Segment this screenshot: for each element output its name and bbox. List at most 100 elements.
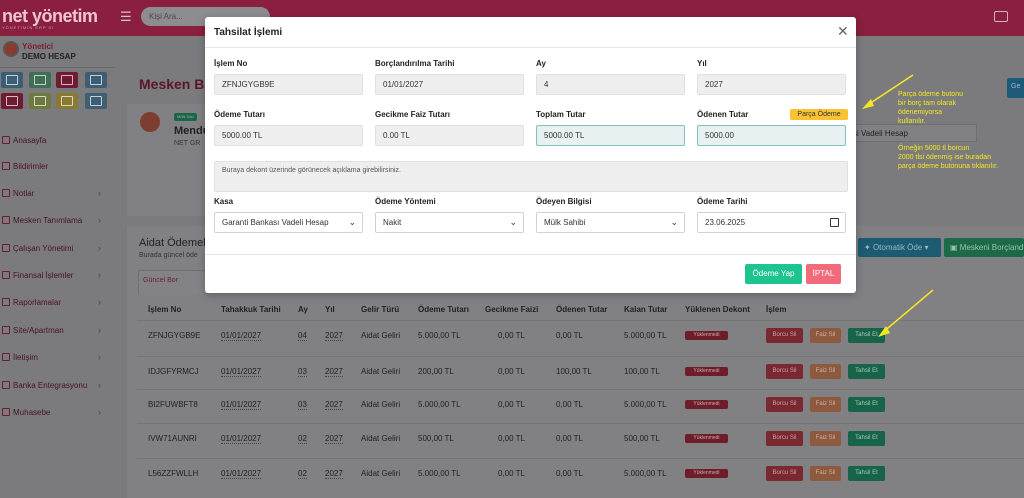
quick-money-icon[interactable] [56, 72, 78, 88]
kasa-select[interactable]: Garanti Bankası Vadeli Hesap ⌄ [214, 212, 363, 233]
chevron-down-icon: ⌄ [670, 217, 678, 227]
close-icon[interactable]: ✕ [837, 23, 849, 39]
sidebar-item-finansal-islemler[interactable]: Finansal İşlemler › [0, 263, 114, 289]
user-box[interactable]: Yönetici DEMO HESAP [0, 36, 114, 68]
borcu-sil-button[interactable]: Borcu Sil [766, 397, 803, 412]
tahsil-et-button[interactable]: Tahsil Et [848, 397, 885, 412]
table-cell: 0,00 TL [556, 469, 583, 478]
borcu-sil-button[interactable]: Borcu Sil [766, 466, 803, 481]
toplam-tutar-field[interactable]: 5000.00 TL [536, 125, 685, 146]
hamburger-menu-icon[interactable]: ☰ [120, 9, 132, 24]
faiz-sil-button[interactable]: Faiz Sil [810, 466, 841, 481]
odenen-tutar-input[interactable]: 5000.00 [697, 125, 846, 146]
cell-gelir: Aidat Geliri [361, 367, 401, 376]
cell-gelir: Aidat Geliri [361, 400, 401, 409]
description-textarea[interactable]: Buraya dekont üzerinde görünecek açıklam… [214, 161, 848, 192]
table-cell: 0,00 TL [498, 331, 525, 340]
cell-odenen: 0,00 TL [556, 400, 583, 409]
cell-kalan: 5.000,00 TL [624, 331, 667, 340]
table-cell: 5.000,00 TL [418, 331, 461, 340]
avatar [3, 41, 19, 57]
odeme-yap-button[interactable]: Ödeme Yap [745, 264, 802, 284]
faiz-sil-button[interactable]: Faiz Sil [810, 364, 841, 379]
bg-account-field[interactable]: si Vadeli Hesap [852, 124, 977, 142]
money-icon[interactable] [994, 11, 1008, 22]
chevron-right-icon: › [98, 297, 101, 307]
table-cell: Aidat Geliri [361, 331, 400, 340]
parca-odeme-button[interactable]: Parça Ödeme [790, 109, 848, 120]
borcu-sil-button[interactable]: Borcu Sil [766, 364, 803, 379]
calendar-icon[interactable] [830, 218, 839, 227]
quick-chart-icon[interactable] [29, 93, 51, 109]
cell-yil: 2027 [325, 400, 343, 410]
cell-tarih: 01/01/2027 [221, 367, 262, 377]
sidebar-item-mesken-tanimlama[interactable]: Mesken Tanımlama › [0, 208, 114, 234]
sidebar-item-bildirimler[interactable]: Bildirimler [0, 154, 114, 180]
tab-label: Güncel Bor [143, 277, 179, 284]
quick-building-icon[interactable] [29, 72, 51, 88]
odeme-yontemi-select[interactable]: Nakit ⌄ [375, 212, 524, 233]
right-top-button[interactable]: Ge [1007, 78, 1024, 98]
chevron-right-icon: › [98, 270, 101, 280]
sidebar-item-notlar[interactable]: Notlar › [0, 181, 114, 207]
building-icon [2, 216, 10, 224]
cell-islem-no: BI2FUWBFT8 [148, 400, 198, 409]
tab-guncel-borclar[interactable]: Güncel Bor [138, 270, 208, 294]
money-icon [2, 271, 10, 279]
faiz-sil-button[interactable]: Faiz Sil [810, 397, 841, 412]
tahsil-et-button[interactable]: Tahsil Et [848, 431, 885, 446]
quick-scale-icon[interactable] [85, 93, 107, 109]
cell-kalan: 5.000,00 TL [624, 469, 667, 478]
quick-megaphone-icon[interactable] [1, 93, 23, 109]
faiz-sil-button[interactable]: Faiz Sil [810, 431, 841, 446]
owner-sub: NET GR [174, 140, 201, 147]
table-cell: IDJGFYRMCJ [148, 367, 199, 376]
sidebar-item-calisan-yonetimi[interactable]: Çalışan Yönetimi › [0, 236, 114, 262]
sidebar-item-anasayfa[interactable]: Anasayfa [0, 128, 114, 154]
annotation-line: kullanılır. [898, 118, 926, 125]
cell-islem-no: L56ZZFWLLH [148, 469, 199, 478]
sidebar-item-muhasebe[interactable]: Muhasebe › [0, 400, 114, 426]
tahsil-et-button[interactable]: Tahsil Et [848, 328, 885, 343]
dekont-status-badge: Yüklenmedi [685, 367, 728, 376]
iptal-button[interactable]: İPTAL [806, 264, 841, 284]
sidebar-item-label: Finansal İşlemler [13, 271, 74, 280]
sidebar-item-site-apartman[interactable]: Site/Apartman › [0, 318, 114, 344]
table-cell: 2027 [325, 331, 343, 341]
sidebar-item-label: Mesken Tanımlama [13, 216, 83, 225]
chevron-right-icon: › [98, 352, 101, 362]
tahsil-et-button[interactable]: Tahsil Et [848, 466, 885, 481]
table-cell: 01/01/2027 [221, 400, 262, 410]
quick-message-icon[interactable] [56, 93, 78, 109]
cell-odeme: 5.000,00 TL [418, 331, 461, 340]
annotation-parca-odeme: Parça ödeme butonu bir borç tam olarak ö… [898, 90, 963, 126]
borcu-sil-button[interactable]: Borcu Sil [766, 328, 803, 343]
sidebar-item-iletisim[interactable]: İletişim › [0, 345, 114, 371]
borcu-sil-button[interactable]: Borcu Sil [766, 431, 803, 446]
odeme-yontemi-label: Ödeme Yöntemi [375, 197, 436, 206]
tahsil-et-button[interactable]: Tahsil Et [848, 364, 885, 379]
odeyen-bilgisi-select[interactable]: Mülk Sahibi ⌄ [536, 212, 685, 233]
sidebar-item-raporlamalar[interactable]: Raporlamalar › [0, 290, 114, 316]
quick-home-icon[interactable] [1, 72, 23, 88]
quick-card-icon[interactable] [85, 72, 107, 88]
annotation-line: Parça ödeme butonu [898, 91, 963, 98]
otomatik-ode-button[interactable]: ✦ Otomatik Öde ▾ [858, 238, 941, 257]
chevron-right-icon: › [98, 243, 101, 253]
meskeni-borclandir-button[interactable]: ▣ Meskeni Borçland [944, 238, 1024, 257]
cell-gelir: Aidat Geliri [361, 434, 401, 443]
borclandirilma-tarihi-field: 01/01/2027 [375, 74, 524, 95]
col-header-islem: İşlem [766, 305, 787, 314]
table-cell: 03 [298, 367, 307, 377]
table-cell: BI2FUWBFT8 [148, 400, 198, 409]
odeme-tarihi-input[interactable]: 23.06.2025 [697, 212, 846, 233]
user-name: DEMO HESAP [22, 52, 76, 61]
table-cell: 03 [298, 400, 307, 410]
table-cell: Aidat Geliri [361, 400, 400, 409]
cell-ay: 04 [298, 331, 307, 341]
odeyen-bilgisi-value: Mülk Sahibi [544, 218, 586, 227]
kasa-value: Garanti Bankası Vadeli Hesap [222, 218, 329, 227]
sidebar-item-banka-entegrasyonu[interactable]: Banka Entegrasyonu › [0, 373, 114, 399]
app-logo[interactable]: net yönetim YÖNETİMİN ERP'Sİ [0, 0, 114, 36]
faiz-sil-button[interactable]: Faiz Sil [810, 328, 841, 343]
